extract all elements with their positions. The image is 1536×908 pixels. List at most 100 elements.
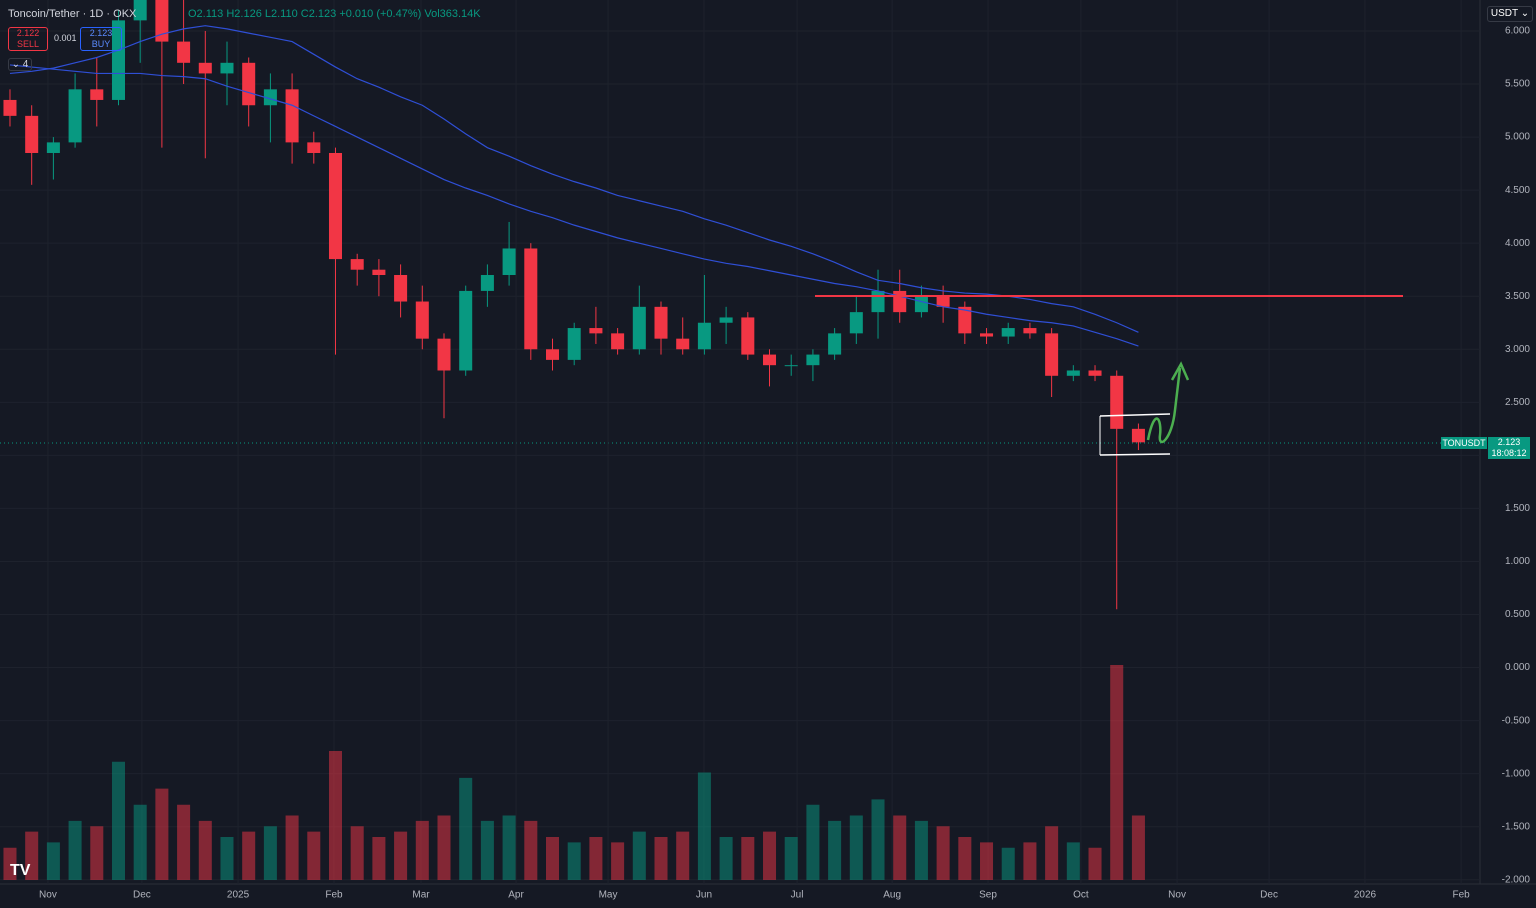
y-tick-label: -1.500 [1502,821,1531,832]
tag-symbol: TONUSDT [1441,437,1487,449]
volume-bar [1131,815,1145,880]
volume-bar [1045,826,1059,880]
y-tick-label: 2.500 [1505,397,1530,408]
candle-body [763,354,777,366]
candle-body [545,349,560,360]
moving-average [9,64,1139,347]
candle-body [1045,333,1059,376]
candle-body [133,0,147,21]
volume-bar [263,826,277,880]
volume-bar [763,831,777,880]
y-tick-label: 0.000 [1505,662,1530,673]
candle-body [155,0,169,42]
volume-bar [415,820,429,880]
candle-body [958,306,972,334]
candle-body [567,328,581,360]
volume-bar [372,837,386,880]
volume-bar [1023,842,1037,880]
volume-bar [893,815,907,880]
x-tick-label: May [599,890,618,901]
candle-body [480,275,494,291]
range-bottom [1099,453,1171,456]
volume-bar [459,777,473,880]
candle-body [328,152,343,260]
candle-body [263,89,277,106]
y-tick-label: 5.000 [1505,132,1530,143]
candle-body [1001,328,1015,337]
y-tick-label: -0.500 [1502,715,1531,726]
x-tick-label: Jul [791,890,804,901]
volume-bar [806,804,820,880]
y-tick-label: -1.000 [1502,768,1531,779]
sell-price: 2.122 [16,28,40,38]
candle-body [1088,370,1102,376]
x-tick-label: Nov [1168,890,1186,901]
y-tick-label: 3.500 [1505,291,1530,302]
candle-body [242,62,256,106]
indicators-toggle[interactable]: ⌄ 4 [8,58,32,71]
candle-body [524,248,538,350]
volume-bar [1001,847,1015,880]
volume-bar [1088,847,1102,880]
y-tick-label: 6.000 [1505,26,1530,37]
volume-bar [524,820,538,880]
volume-bar [90,826,104,880]
candle-body [893,290,907,313]
x-tick-label: Feb [325,890,343,901]
x-tick-label: Oct [1073,890,1089,901]
buy-button[interactable]: 2.123 BUY [80,27,122,51]
currency-select[interactable]: USDT ⌄ [1487,6,1533,22]
sell-button[interactable]: 2.122 SELL [8,27,48,51]
candle-body [611,333,625,350]
y-tick-label: 5.500 [1505,79,1530,90]
volume: Vol363.14K [424,8,481,20]
candle-body [90,89,104,100]
volume-bar [958,837,972,880]
candle-body [980,333,994,337]
volume-bar [285,815,299,880]
x-tick-label: Aug [883,890,901,901]
x-tick-label: Dec [133,890,151,901]
volume-bar [25,831,39,880]
candle-body [46,142,60,153]
symbol: Toncoin/Tether · 1D · OKX [8,8,137,20]
change: +0.010 (+0.47%) [339,8,422,20]
volume-bar [437,815,451,880]
candle-body [784,365,798,367]
volume-bar [849,815,863,880]
volume-bar [784,837,798,880]
buy-price: 2.123 [89,28,113,38]
range-top [1099,413,1171,417]
candle-body [849,312,863,334]
price-tag: 2.123 18:08:12 [1488,437,1530,459]
indicator-count: 4 [22,59,29,70]
y-tick-label: 4.000 [1505,238,1530,249]
low: L2.110 [264,8,298,20]
volume-bar [545,837,560,880]
candle-body [871,290,885,313]
candle-body [1131,428,1145,443]
candle-body [177,41,191,63]
logo: TV [10,862,31,879]
x-tick-label: Dec [1260,890,1278,901]
volume-bar [307,831,321,880]
candle-body [741,317,755,355]
volume-bar [654,837,668,880]
candle-body [1023,328,1037,334]
arrow-head [1170,361,1190,381]
candle-body [502,248,516,276]
volume-bar [1066,842,1080,880]
candle-body [372,269,386,276]
buy-label: BUY [91,39,111,49]
volume-bar [676,831,690,880]
volume-bar [502,815,516,880]
candle-body [828,333,842,355]
spread: 0.001 [54,33,77,43]
candle-body [1110,375,1124,429]
volume-bar [871,799,885,880]
volume-bar [719,837,733,880]
tag-price: 2.123 [1497,437,1521,447]
x-tick-label: Apr [508,890,524,901]
candle-body [806,354,820,366]
